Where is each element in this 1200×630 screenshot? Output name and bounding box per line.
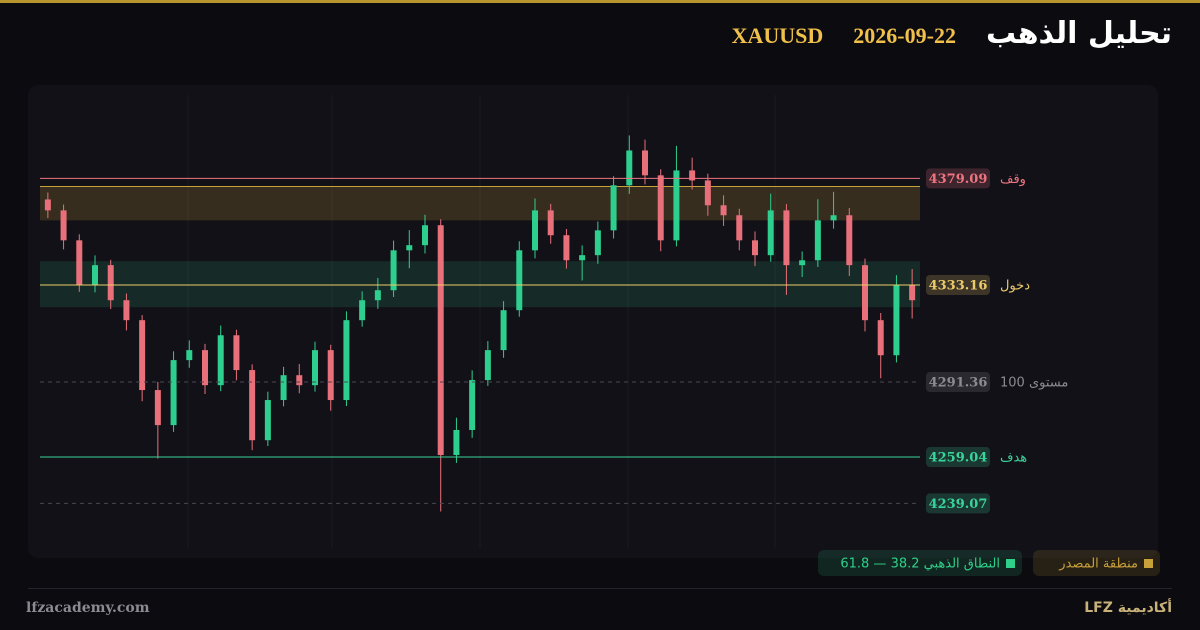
level-badge — [926, 274, 990, 295]
candle-body — [327, 350, 334, 401]
candle-body — [139, 320, 146, 391]
candle-body — [877, 320, 884, 356]
candle-body — [846, 215, 853, 266]
legend-item — [818, 550, 1022, 576]
level-badge — [926, 493, 990, 514]
candle-body — [673, 170, 680, 241]
candle-body — [60, 210, 67, 241]
candle-body — [704, 180, 711, 206]
level-value: 4379.09 — [929, 172, 988, 187]
date: 2026-09-22 — [853, 23, 956, 48]
level-name: دخول — [1000, 278, 1030, 293]
candle-body — [406, 245, 413, 251]
candle-body — [217, 335, 224, 386]
level-value: 4291.36 — [929, 376, 988, 391]
candle-body — [547, 210, 554, 236]
candle-body — [626, 150, 633, 186]
level-value: 4239.07 — [929, 497, 988, 512]
footer-divider — [28, 588, 1172, 589]
legend-swatch — [1006, 559, 1015, 568]
candle-body — [752, 240, 758, 256]
candle-body — [830, 215, 837, 221]
candle-body — [76, 240, 83, 286]
candle-body — [783, 210, 790, 266]
candle-body — [484, 350, 491, 381]
candle-body — [594, 230, 601, 256]
candle-body — [154, 390, 161, 426]
candle-body — [453, 429, 460, 456]
candle-body — [343, 320, 350, 401]
candle-body — [720, 205, 727, 216]
page-title: تحليل الذهب — [985, 16, 1172, 51]
level-name: هدف — [1000, 451, 1027, 466]
legend-swatch — [1144, 559, 1153, 568]
candle-body — [799, 260, 806, 266]
candle-body — [689, 170, 696, 181]
candle-body — [767, 210, 774, 256]
level-badge — [926, 168, 990, 189]
level-badge — [926, 447, 990, 468]
candle-body — [893, 285, 900, 356]
candle-body — [500, 310, 507, 351]
level-badge — [926, 372, 990, 393]
legend-item — [1033, 550, 1160, 576]
level-value: 4259.04 — [929, 451, 988, 466]
candle-body — [642, 150, 648, 176]
candle-body — [374, 290, 381, 301]
plot-panel — [28, 85, 1158, 558]
candle-body — [233, 335, 240, 371]
candle-body — [92, 265, 98, 286]
candle-body — [909, 285, 916, 301]
header: تحليل الذهب 2026-09-22 XAUUSD — [732, 16, 1172, 51]
candle-body — [359, 300, 366, 321]
candle-body — [532, 210, 538, 251]
candle-body — [107, 265, 114, 301]
zone — [40, 261, 920, 308]
level-value: 4333.16 — [929, 278, 988, 293]
candle-body — [814, 220, 821, 261]
candle-body — [390, 250, 397, 291]
candle-body — [736, 215, 743, 241]
candle-body — [312, 350, 318, 386]
candle-body — [563, 235, 570, 261]
candle-body — [469, 380, 476, 430]
level-name: وقف — [1000, 172, 1026, 187]
candle-body — [44, 199, 51, 211]
symbol: XAUUSD — [731, 23, 824, 48]
candle-body — [579, 255, 586, 261]
legend-label: النطاق الذهبي 38.2 — 61.8 — [840, 557, 1000, 572]
candle-body — [437, 225, 444, 456]
candle-body — [610, 185, 617, 231]
candle-body — [862, 265, 868, 321]
level-name: مستوى 100 — [1000, 376, 1068, 391]
candle-body — [170, 360, 177, 426]
candle-body — [657, 175, 664, 241]
candle-body — [296, 375, 303, 386]
candle-body — [280, 375, 287, 401]
candle-body — [202, 350, 208, 386]
candle-body — [516, 250, 523, 311]
candle-body — [264, 400, 271, 441]
candle-body — [422, 225, 428, 246]
legend-label: منطقة المصدر — [1058, 557, 1138, 572]
candle-body — [249, 370, 256, 441]
top-accent — [0, 0, 1200, 3]
candle-body — [123, 300, 130, 321]
candle-body — [186, 350, 193, 361]
footer-site: lfzacademy.com — [26, 600, 150, 616]
footer-brand: أكاديمية LFZ — [1084, 600, 1172, 616]
